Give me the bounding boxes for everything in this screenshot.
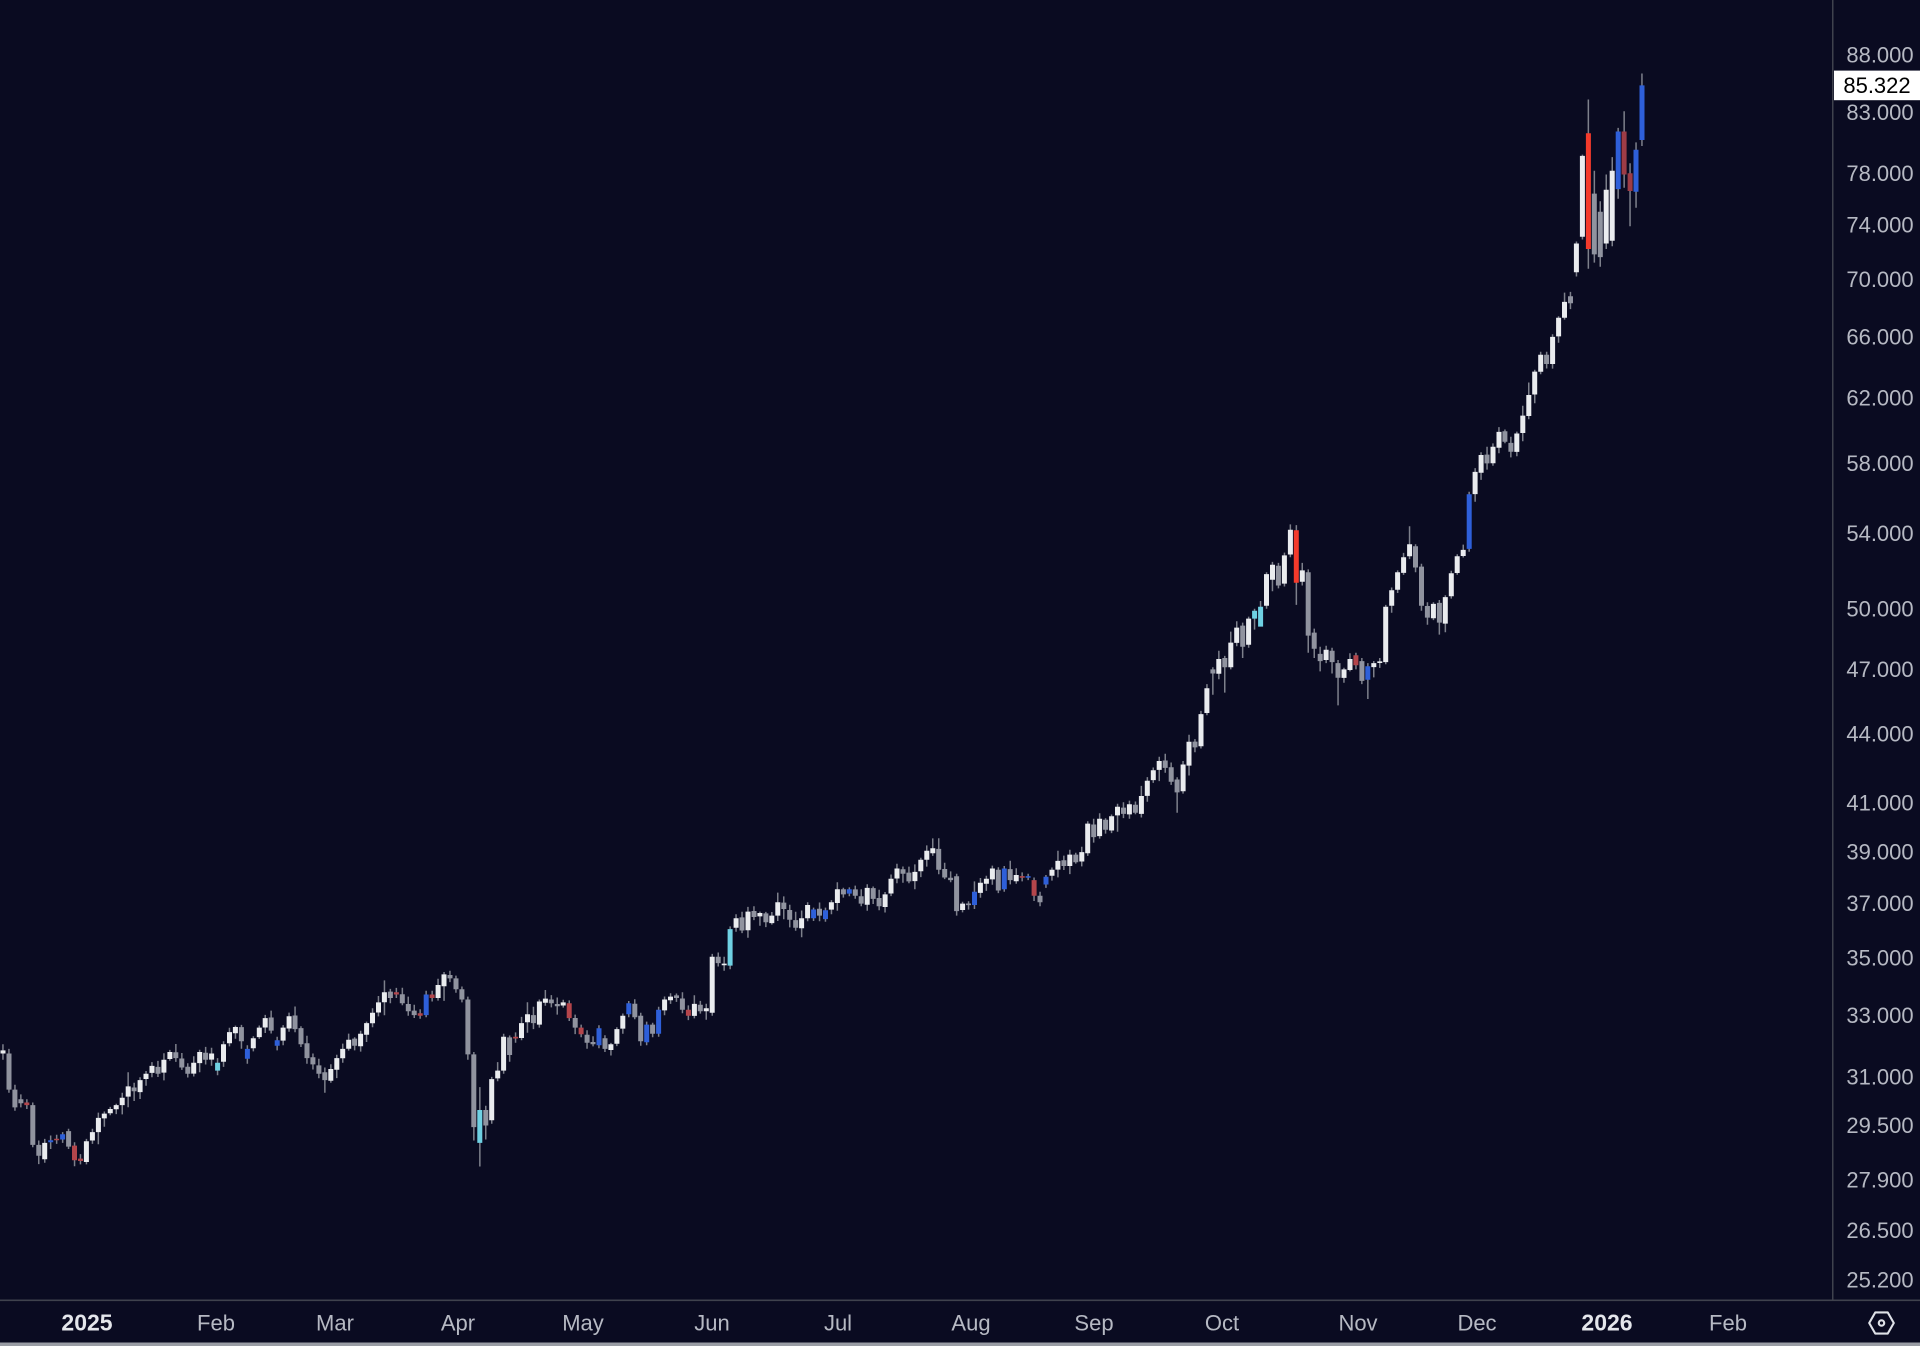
svg-text:Jun: Jun: [694, 1311, 729, 1336]
svg-text:35.000: 35.000: [1846, 946, 1913, 971]
svg-text:Dec: Dec: [1457, 1311, 1496, 1336]
svg-text:83.000: 83.000: [1846, 100, 1913, 125]
svg-text:Oct: Oct: [1205, 1311, 1239, 1336]
svg-text:Apr: Apr: [441, 1311, 475, 1336]
svg-text:85.322: 85.322: [1843, 73, 1910, 98]
svg-text:70.000: 70.000: [1846, 267, 1913, 292]
svg-text:66.000: 66.000: [1846, 324, 1913, 349]
svg-text:33.000: 33.000: [1846, 1003, 1913, 1028]
svg-text:47.000: 47.000: [1846, 657, 1913, 682]
svg-text:May: May: [562, 1311, 604, 1336]
svg-text:50.000: 50.000: [1846, 596, 1913, 621]
svg-text:26.500: 26.500: [1846, 1218, 1913, 1243]
svg-text:Feb: Feb: [197, 1311, 235, 1336]
svg-text:54.000: 54.000: [1846, 521, 1913, 546]
svg-text:62.000: 62.000: [1846, 386, 1913, 411]
svg-text:Jul: Jul: [824, 1311, 852, 1336]
svg-text:2026: 2026: [1581, 1310, 1632, 1336]
svg-text:78.000: 78.000: [1846, 161, 1913, 186]
svg-text:39.000: 39.000: [1846, 840, 1913, 865]
svg-text:58.000: 58.000: [1846, 451, 1913, 476]
svg-text:Mar: Mar: [316, 1311, 354, 1336]
svg-text:Feb: Feb: [1709, 1311, 1747, 1336]
svg-text:2025: 2025: [61, 1310, 112, 1336]
svg-text:Sep: Sep: [1074, 1311, 1113, 1336]
svg-text:44.000: 44.000: [1846, 722, 1913, 747]
svg-text:29.500: 29.500: [1846, 1113, 1913, 1138]
svg-text:Aug: Aug: [951, 1311, 990, 1336]
svg-text:37.000: 37.000: [1846, 891, 1913, 916]
svg-text:31.000: 31.000: [1846, 1064, 1913, 1089]
svg-text:88.000: 88.000: [1846, 43, 1913, 68]
svg-text:41.000: 41.000: [1846, 791, 1913, 816]
svg-text:Nov: Nov: [1338, 1311, 1377, 1336]
svg-text:74.000: 74.000: [1846, 212, 1913, 237]
svg-text:25.200: 25.200: [1846, 1267, 1913, 1292]
svg-text:27.900: 27.900: [1846, 1168, 1913, 1193]
